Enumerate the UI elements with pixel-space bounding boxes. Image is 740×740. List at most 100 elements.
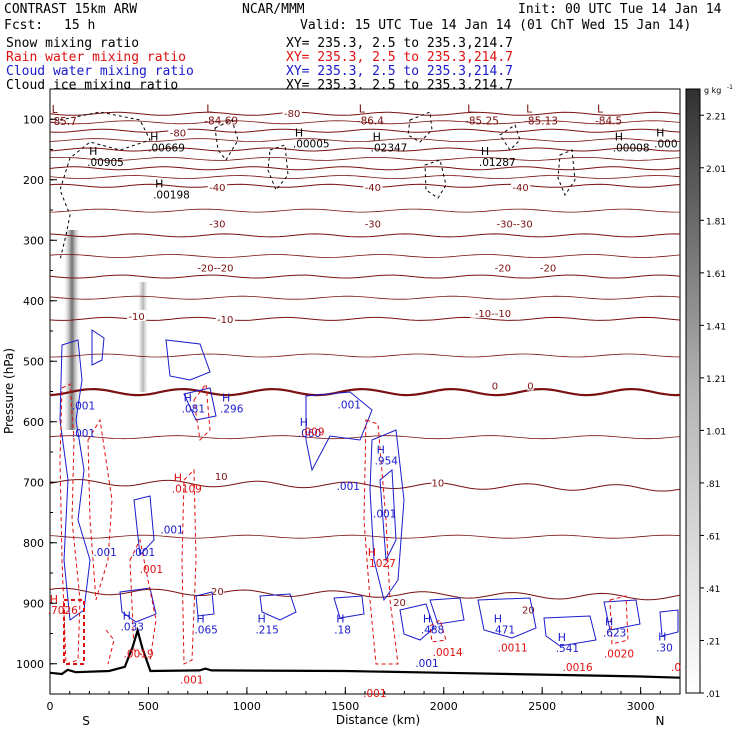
x-tick-label: 0: [47, 700, 54, 713]
legend-rain-xy: XY= 235.3, 2.5 to 235.3,214.7: [286, 50, 513, 65]
contour-value-label: .001: [72, 401, 95, 413]
isotherm-label: -40: [512, 183, 528, 194]
y-tick-label: 900: [23, 597, 44, 610]
x-tick-label: 1500: [331, 700, 359, 713]
high-marker-value: .1027: [366, 558, 396, 570]
high-marker-value: .30: [656, 643, 673, 655]
high-marker-letter: H: [368, 546, 376, 559]
isotherm-label-bg: [207, 217, 227, 229]
isotherm-label-bg: [214, 470, 228, 482]
isotherm-label: -20: [495, 263, 511, 274]
high-marker-letter: H: [656, 127, 664, 140]
contour-value-label: .001: [160, 525, 183, 537]
high-marker-value: .541: [556, 643, 579, 655]
cloud-water-contour: [259, 593, 297, 621]
high-marker-letter: H: [295, 127, 303, 140]
terrain-line: [49, 626, 681, 679]
isotherm-label: -40: [209, 183, 225, 194]
forecast-label: Fcst:: [4, 18, 44, 33]
isotherm-label: -80: [284, 109, 300, 120]
cloud-water-contour: [379, 468, 397, 562]
high-marker-letter: H: [605, 616, 613, 629]
isotherm-line: [49, 316, 681, 321]
terrain-layer: [49, 626, 681, 679]
cloud-ice-contour: [424, 159, 447, 199]
high-marker-letter: H: [377, 444, 385, 457]
contour-value-label: .0011: [498, 643, 528, 655]
colorbar-tick-label: .21: [706, 637, 720, 647]
isotherm-line: [49, 208, 680, 213]
colorbar-tick-label: 1.41: [706, 322, 726, 332]
high-marker-letter: H: [615, 130, 623, 143]
colorbar: [685, 88, 701, 694]
isotherm-label: 10: [431, 478, 444, 489]
high-marker-letter: H: [423, 612, 431, 625]
colorbar-tick-label: .41: [706, 585, 720, 595]
isotherm-line: [49, 295, 681, 300]
high-marker-letter: H: [336, 612, 344, 625]
high-marker-value: .00008: [613, 142, 650, 154]
cloud-water-contour: [369, 429, 405, 602]
cloud-water-contour: [119, 587, 157, 623]
isotherm-label-bg: [492, 217, 538, 229]
high-marker-letter: H: [494, 612, 502, 625]
high-marker-letter: H: [373, 130, 381, 143]
colorbar-tick-label: .01: [706, 690, 720, 700]
y-tick-label: 400: [23, 295, 44, 308]
isotherm-label: 0: [492, 381, 498, 392]
cloud-water-contour: [165, 339, 211, 381]
high-marker-value: .01287: [479, 157, 516, 169]
high-marker-letter: H: [89, 145, 97, 158]
y-tick-label: 1000: [16, 658, 44, 671]
isotherm-label-bg: [215, 312, 235, 324]
low-marker-letter: L: [467, 102, 474, 115]
rain-water-contour: [59, 383, 81, 665]
low-marker-value: -85.25: [465, 115, 499, 127]
colorbar-tick-label: .61: [706, 532, 720, 542]
isotherm-label-bg: [470, 306, 516, 318]
isotherm-label: -80: [170, 129, 186, 140]
high-marker-letter: H: [184, 392, 192, 405]
y-tick-label: 200: [23, 174, 44, 187]
isotherm-line: [49, 175, 681, 179]
isotherm-line: [49, 128, 681, 133]
cloud-water-contour: [305, 391, 373, 472]
high-marker-value: .296: [220, 404, 244, 416]
contour-value-label: .001: [140, 564, 163, 576]
isotherm-label-bg: [493, 261, 513, 273]
high-marker-value: .081: [182, 404, 205, 416]
high-marker-letter: H: [150, 130, 158, 143]
contour-value-label: .0016: [563, 662, 593, 674]
isotherm-label-bg: [527, 379, 534, 391]
isotherm-label-bg: [510, 181, 531, 193]
low-marker-letter: L: [52, 103, 59, 116]
cloud-water-contour: [91, 329, 105, 366]
rain-water-contour: [181, 468, 197, 665]
x-tick-label: 2000: [430, 700, 458, 713]
rain-water-contour: [193, 382, 211, 442]
south-end-label: S: [82, 714, 90, 728]
y-tick-label: 100: [23, 113, 44, 126]
cloud-ice-contour: [407, 111, 433, 143]
model-title: CONTRAST 15km ARW: [4, 2, 138, 17]
cloud-water-contour: [543, 615, 597, 647]
colorbar-units: g kg: [704, 86, 721, 95]
rain-water-contour: [129, 538, 157, 661]
isotherm-line: [49, 254, 681, 258]
high-marker-letter: H: [558, 631, 566, 644]
isotherm-label-bg: [363, 181, 383, 193]
cloud-water-contour: [333, 595, 365, 619]
low-marker-value: -84.5: [595, 115, 622, 127]
isotherm-label: -20--20: [197, 263, 233, 274]
isotherm-line: [49, 120, 681, 125]
high-marker-value: .623: [603, 628, 626, 640]
low-marker-value: -85.7: [50, 116, 77, 128]
high-marker-letter: H: [658, 631, 666, 644]
isotherm-label: -20: [540, 263, 556, 274]
isotherm-line: [49, 233, 681, 238]
colorbar-ticks: 2.21 2.01 1.81 1.61 1.41 1.21 1.01 .81 .61 .41 .21…: [700, 112, 726, 700]
cloud-water-contour: [133, 495, 155, 557]
isotherm-label-bg: [207, 181, 227, 193]
cloud-ice-contour: [267, 144, 289, 191]
marker-layer: L-85.7L-84.69L-86.4L-85.25L-85.13L-84.5H…: [48, 102, 681, 700]
